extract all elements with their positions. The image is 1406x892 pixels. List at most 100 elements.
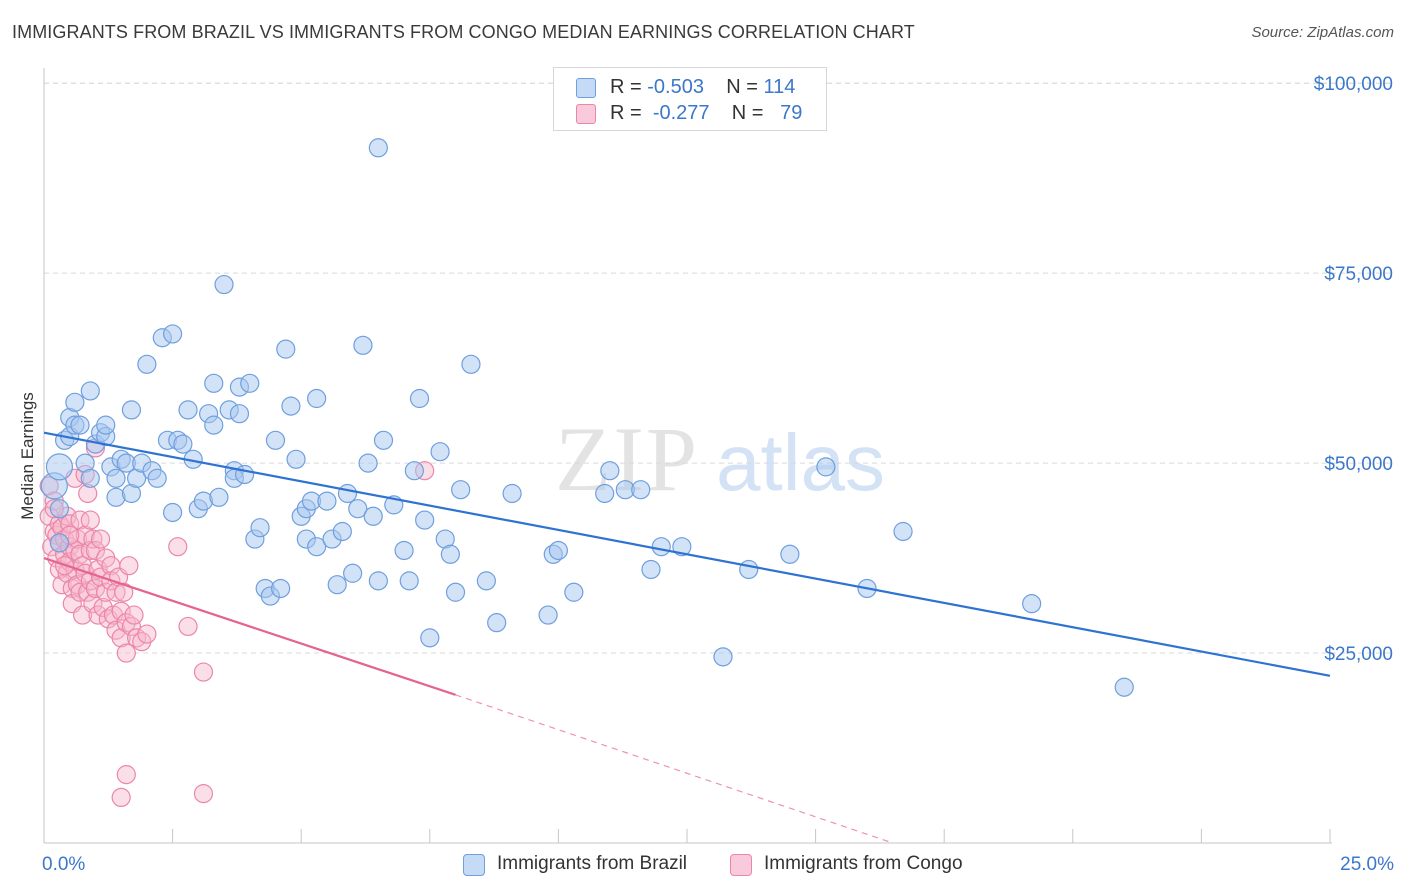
brazil-legend-label: Immigrants from Brazil <box>497 853 688 874</box>
congo-point <box>85 540 106 561</box>
brazil-point <box>394 540 414 561</box>
brazil-point <box>204 415 224 435</box>
brazil-point <box>209 487 229 507</box>
congo-legend-swatch <box>730 854 752 876</box>
brazil-point <box>204 373 224 393</box>
brazil-point <box>739 559 759 580</box>
brazil-point <box>307 537 327 557</box>
congo-point <box>83 594 103 614</box>
brazil-point <box>1114 677 1134 697</box>
congo-point <box>67 575 88 595</box>
brazil-point <box>343 563 363 583</box>
y-tick-label: $75,000 <box>1324 264 1393 285</box>
n-value-brazil: 114 <box>763 76 796 98</box>
brazil-point <box>404 461 424 481</box>
brazil-point <box>600 461 620 481</box>
congo-point <box>70 544 90 564</box>
brazil-point <box>893 521 913 542</box>
x-tick-label-0: 0.0% <box>42 854 85 875</box>
brazil-point <box>137 354 157 374</box>
brazil-point <box>276 339 296 359</box>
brazil-point <box>641 559 661 580</box>
brazil-point <box>420 628 440 648</box>
brazil-point <box>1022 594 1042 614</box>
brazil-point <box>564 582 584 602</box>
congo-point <box>52 575 72 595</box>
congo-swatch <box>576 104 596 124</box>
x-ticks <box>172 829 1331 843</box>
brazil-point <box>96 415 116 435</box>
congo-point <box>178 616 198 637</box>
brazil-point <box>368 571 388 591</box>
congo-point <box>116 613 136 633</box>
brazil-point <box>49 499 70 519</box>
r-label: R = <box>610 102 648 124</box>
n-label: N = <box>726 76 764 98</box>
brazil-point <box>445 582 466 602</box>
brazil-point <box>65 392 85 412</box>
brazil-point <box>430 442 450 462</box>
congo-point <box>193 784 214 804</box>
brazil-legend-swatch <box>463 854 485 876</box>
brazil-point <box>45 453 74 481</box>
brazil-point <box>106 468 126 488</box>
brazil-point <box>178 400 198 420</box>
brazil-points <box>40 138 1134 697</box>
congo-point <box>119 556 139 576</box>
brazil-point <box>70 415 90 435</box>
brazil-point <box>631 480 651 500</box>
brazil-point <box>281 396 301 416</box>
brazil-point <box>163 324 183 344</box>
brazil-point <box>651 537 671 557</box>
brazil-point <box>672 537 692 557</box>
brazil-point <box>240 373 260 393</box>
brazil-point <box>502 483 522 504</box>
brazil-point <box>538 605 558 625</box>
brazil-point <box>337 483 358 504</box>
brazil-point <box>163 502 183 523</box>
y-axis-title: Median Earnings <box>18 392 37 520</box>
brazil-point <box>250 518 270 538</box>
congo-point <box>65 540 85 561</box>
brazil-point <box>265 430 286 450</box>
brazil-point <box>121 400 142 420</box>
congo-point <box>126 628 147 648</box>
brazil-point <box>49 533 70 553</box>
axes <box>43 68 1332 844</box>
brazil-point <box>451 480 471 500</box>
brazil-point <box>235 464 255 485</box>
brazil-point <box>348 499 368 519</box>
source-credit: Source: ZipAtlas.com <box>1251 24 1394 41</box>
legend-congo-stats: R = -0.277 N = 79 <box>610 102 802 125</box>
brazil-point <box>147 468 167 488</box>
brazil-point <box>363 506 383 526</box>
brazil-point <box>271 578 291 599</box>
congo-point <box>121 616 142 637</box>
correlation-legend: R = -0.503 N = 114 R = -0.277 N = 79 <box>553 67 827 131</box>
congo-point <box>116 765 136 785</box>
brazil-swatch <box>576 78 596 98</box>
congo-point <box>85 578 106 599</box>
chart-title: IMMIGRANTS FROM BRAZIL VS IMMIGRANTS FRO… <box>12 22 915 42</box>
brazil-point <box>80 381 100 401</box>
brazil-point <box>595 483 615 504</box>
x-tick-label-1: 25.0% <box>1340 854 1394 875</box>
y-tick-label: $100,000 <box>1314 74 1393 95</box>
congo-trendline <box>43 557 456 696</box>
congo-point <box>116 643 136 663</box>
congo-point <box>137 624 157 644</box>
brazil-point <box>332 521 352 542</box>
brazil-point <box>373 430 394 450</box>
y-tick-label: $50,000 <box>1324 454 1393 475</box>
brazil-point <box>548 540 569 561</box>
brazil-point <box>368 138 388 158</box>
brazil-point <box>713 647 733 667</box>
brazil-point <box>358 453 378 473</box>
congo-point <box>111 787 131 808</box>
brazil-point <box>409 388 430 409</box>
n-value-congo: 79 <box>780 102 803 124</box>
brazil-point <box>327 575 347 595</box>
r-label: R = <box>610 76 648 98</box>
brazil-point <box>440 544 460 564</box>
